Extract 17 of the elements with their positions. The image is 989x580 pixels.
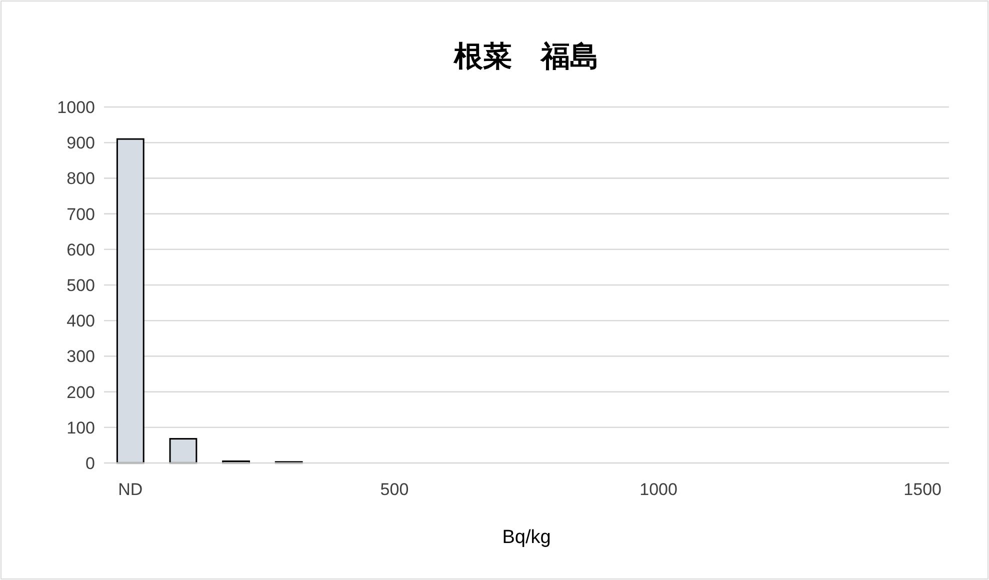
x-tick-label: 1000 [640, 480, 678, 499]
y-tick-label: 800 [66, 169, 95, 188]
x-tick-label: 1500 [904, 480, 942, 499]
x-axis-title: Bq/kg [502, 527, 551, 548]
y-tick-label: 700 [66, 204, 95, 224]
y-tick-label: 200 [66, 382, 95, 402]
y-tick-label: 900 [66, 134, 95, 153]
y-tick-label: 0 [86, 454, 95, 473]
y-tick-label: 300 [66, 347, 95, 366]
y-tick-label: 100 [66, 418, 95, 438]
x-tick-label: ND [118, 480, 143, 499]
chart-title: 根菜 福島 [453, 41, 599, 73]
y-tick-label: 1000 [57, 98, 95, 117]
y-tick-label: 600 [66, 240, 95, 260]
y-tick-label: 500 [66, 276, 95, 295]
x-tick-label: 500 [380, 480, 409, 499]
y-tick-label: 400 [66, 312, 95, 331]
